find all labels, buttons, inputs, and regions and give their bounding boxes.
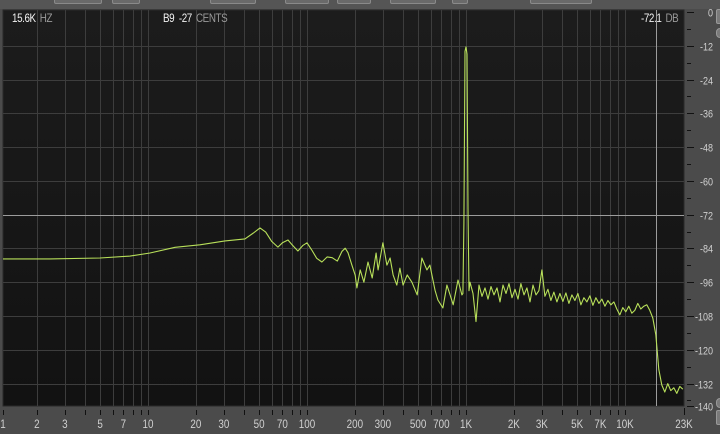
toolbar-button[interactable] xyxy=(452,0,468,4)
x-tick-label: 20 xyxy=(190,418,201,431)
x-tick-label: 2K xyxy=(508,418,521,431)
x-tick-label: 50 xyxy=(254,418,265,431)
frequency-readout: 15.6K HZ xyxy=(12,11,52,25)
x-tick-label: 100 xyxy=(299,418,315,431)
y-tick-label: -24 xyxy=(700,76,713,88)
note-unit: CENTS xyxy=(195,11,228,25)
note-value: B9 -27 xyxy=(163,11,192,25)
y-tick-label: -36 xyxy=(700,109,713,121)
x-tick-label: 23K xyxy=(675,418,693,431)
y-tick-label: -132 xyxy=(695,380,713,392)
level-readout: -72.1 DB xyxy=(641,11,679,25)
x-tick-label: 500 xyxy=(410,418,426,431)
x-tick-label: 2 xyxy=(34,418,39,431)
y-tick-label: -12 xyxy=(700,42,713,54)
toolbar-button[interactable] xyxy=(54,0,102,4)
x-tick-label: 1K xyxy=(460,418,473,431)
x-tick-label: 7 xyxy=(121,418,126,431)
toolbar-button[interactable] xyxy=(337,0,371,4)
range-up-button[interactable] xyxy=(716,9,720,24)
y-tick-label: -140 xyxy=(695,402,713,414)
frequency-value: 15.6K xyxy=(12,11,36,25)
y-tick-label: 0 xyxy=(708,8,713,20)
toolbar-button[interactable] xyxy=(285,0,329,4)
toolbar-button[interactable] xyxy=(530,0,592,4)
level-value: -72.1 xyxy=(641,11,662,25)
toolbar-button[interactable] xyxy=(112,0,140,4)
y-tick-label: -108 xyxy=(695,312,713,324)
x-tick-label: 700 xyxy=(433,418,449,431)
spectrum-trace xyxy=(3,46,684,394)
x-tick-label: 200 xyxy=(347,418,363,431)
range-slider-handle[interactable] xyxy=(716,28,720,38)
x-tick-label: 30 xyxy=(218,418,229,431)
x-tick-label: 1 xyxy=(0,418,5,431)
x-tick-label: 70 xyxy=(277,418,288,431)
frequency-unit: HZ xyxy=(39,11,53,25)
toolbar-button[interactable] xyxy=(210,0,256,4)
x-tick-label: 3K xyxy=(536,418,549,431)
toolbar-button[interactable] xyxy=(390,0,436,4)
note-readout: B9 -27 CENTS xyxy=(163,11,228,25)
y-tick-label: -60 xyxy=(700,177,713,189)
x-tick-label: 5K xyxy=(571,418,584,431)
range-slider-handle-bottom[interactable] xyxy=(716,398,720,408)
y-tick-label: -96 xyxy=(700,278,713,290)
x-tick-label: 3 xyxy=(62,418,67,431)
x-tick-label: 10 xyxy=(143,418,154,431)
level-unit: DB xyxy=(665,11,679,25)
range-down-button[interactable] xyxy=(716,410,720,425)
y-tick-label: -84 xyxy=(700,244,713,256)
x-tick-label: 300 xyxy=(375,418,391,431)
y-tick-label: -120 xyxy=(695,346,713,358)
x-tick-label: 10K xyxy=(616,418,634,431)
x-tick-label: 5 xyxy=(97,418,102,431)
plot-area xyxy=(2,9,685,407)
toolbar-strip xyxy=(0,0,720,9)
y-tick-label: -72 xyxy=(700,211,713,223)
y-tick-label: -48 xyxy=(700,143,713,155)
x-tick-label: 7K xyxy=(594,418,607,431)
